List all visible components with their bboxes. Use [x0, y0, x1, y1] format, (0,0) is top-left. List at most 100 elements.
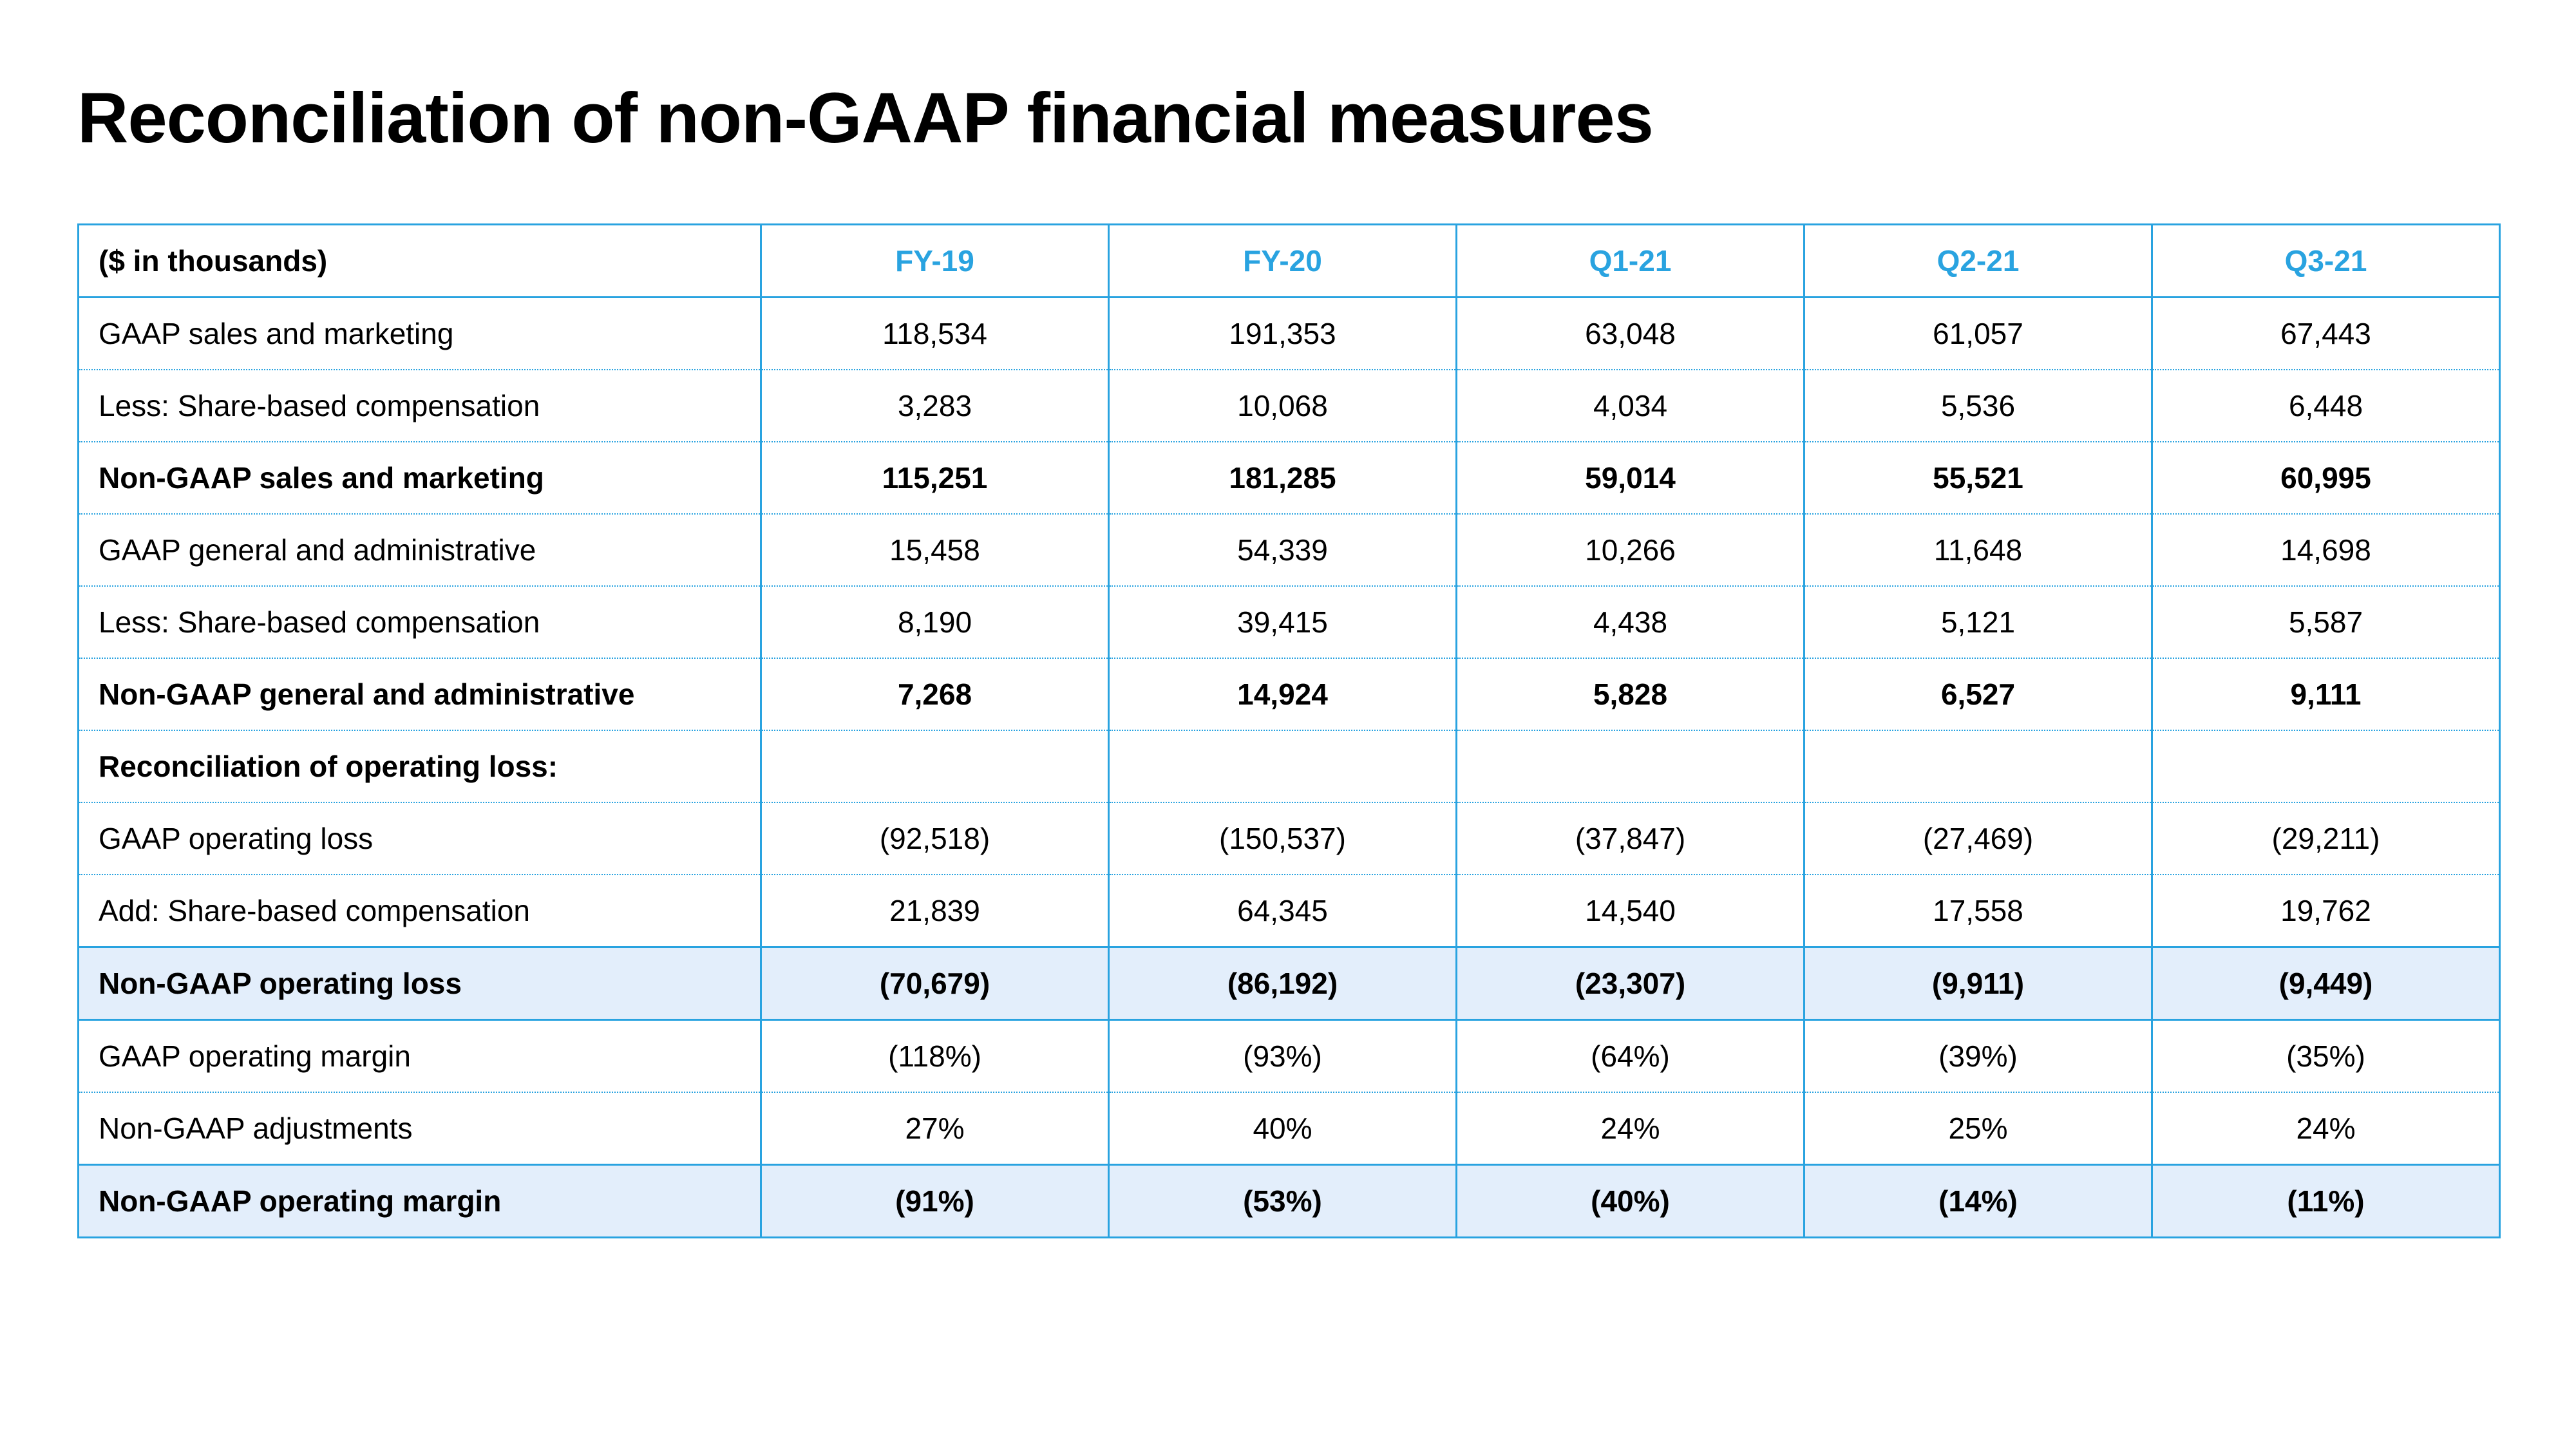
row-label: GAAP operating margin [79, 1020, 761, 1093]
table-row: Non-GAAP operating loss(70,679)(86,192)(… [79, 947, 2500, 1020]
cell: 25% [1804, 1092, 2152, 1165]
cell: (37,847) [1457, 802, 1804, 875]
row-label: Non-GAAP sales and marketing [79, 442, 761, 514]
cell: 3,283 [761, 370, 1109, 442]
col-header: FY-19 [761, 225, 1109, 298]
cell: 115,251 [761, 442, 1109, 514]
cell [1457, 730, 1804, 802]
cell: 67,443 [2152, 298, 2500, 370]
col-header: Q2-21 [1804, 225, 2152, 298]
page-title: Reconciliation of non-GAAP financial mea… [77, 77, 2499, 159]
cell: 21,839 [761, 875, 1109, 947]
cell [761, 730, 1109, 802]
row-label: GAAP general and administrative [79, 514, 761, 586]
row-label: Less: Share-based compensation [79, 370, 761, 442]
cell: (53%) [1109, 1165, 1457, 1238]
cell: 8,190 [761, 586, 1109, 658]
cell: 17,558 [1804, 875, 2152, 947]
table-row: Add: Share-based compensation21,83964,34… [79, 875, 2500, 947]
cell: 15,458 [761, 514, 1109, 586]
cell: (93%) [1109, 1020, 1457, 1093]
cell: 11,648 [1804, 514, 2152, 586]
cell: (92,518) [761, 802, 1109, 875]
col-header: FY-20 [1109, 225, 1457, 298]
cell: (35%) [2152, 1020, 2500, 1093]
cell: 54,339 [1109, 514, 1457, 586]
table-row: Reconciliation of operating loss: [79, 730, 2500, 802]
cell: 40% [1109, 1092, 1457, 1165]
table-body: GAAP sales and marketing118,534191,35363… [79, 298, 2500, 1238]
table-row: Less: Share-based compensation3,28310,06… [79, 370, 2500, 442]
cell [2152, 730, 2500, 802]
cell: (9,911) [1804, 947, 2152, 1020]
table-row: GAAP sales and marketing118,534191,35363… [79, 298, 2500, 370]
cell: (118%) [761, 1020, 1109, 1093]
table-row: Less: Share-based compensation8,19039,41… [79, 586, 2500, 658]
table-corner-label: ($ in thousands) [79, 225, 761, 298]
cell: (150,537) [1109, 802, 1457, 875]
row-label: Non-GAAP adjustments [79, 1092, 761, 1165]
cell: (91%) [761, 1165, 1109, 1238]
cell: 14,924 [1109, 658, 1457, 730]
col-header: Q1-21 [1457, 225, 1804, 298]
table-row: GAAP operating loss(92,518)(150,537)(37,… [79, 802, 2500, 875]
cell: 181,285 [1109, 442, 1457, 514]
row-label: Non-GAAP operating loss [79, 947, 761, 1020]
cell: (11%) [2152, 1165, 2500, 1238]
cell: 14,698 [2152, 514, 2500, 586]
cell: (27,469) [1804, 802, 2152, 875]
cell: (64%) [1457, 1020, 1804, 1093]
cell: 6,527 [1804, 658, 2152, 730]
cell: 5,121 [1804, 586, 2152, 658]
row-label: GAAP sales and marketing [79, 298, 761, 370]
cell: 7,268 [761, 658, 1109, 730]
row-label: Less: Share-based compensation [79, 586, 761, 658]
cell: 24% [2152, 1092, 2500, 1165]
cell: 64,345 [1109, 875, 1457, 947]
reconciliation-table: ($ in thousands) FY-19 FY-20 Q1-21 Q2-21… [77, 223, 2501, 1238]
cell: 118,534 [761, 298, 1109, 370]
cell: (23,307) [1457, 947, 1804, 1020]
cell: 24% [1457, 1092, 1804, 1165]
table-row: Non-GAAP adjustments27%40%24%25%24% [79, 1092, 2500, 1165]
table-row: GAAP operating margin(118%)(93%)(64%)(39… [79, 1020, 2500, 1093]
cell: (9,449) [2152, 947, 2500, 1020]
cell: (14%) [1804, 1165, 2152, 1238]
cell: 10,068 [1109, 370, 1457, 442]
row-label: Non-GAAP general and administrative [79, 658, 761, 730]
table-header-row: ($ in thousands) FY-19 FY-20 Q1-21 Q2-21… [79, 225, 2500, 298]
cell: 5,587 [2152, 586, 2500, 658]
cell [1804, 730, 2152, 802]
cell: (29,211) [2152, 802, 2500, 875]
row-label: GAAP operating loss [79, 802, 761, 875]
cell: 6,448 [2152, 370, 2500, 442]
slide: Reconciliation of non-GAAP financial mea… [0, 0, 2576, 1449]
table-row: Non-GAAP sales and marketing115,251181,2… [79, 442, 2500, 514]
table-row: GAAP general and administrative15,45854,… [79, 514, 2500, 586]
cell: 10,266 [1457, 514, 1804, 586]
cell: (70,679) [761, 947, 1109, 1020]
cell: 39,415 [1109, 586, 1457, 658]
table-row: Non-GAAP general and administrative7,268… [79, 658, 2500, 730]
cell: 55,521 [1804, 442, 2152, 514]
cell: 59,014 [1457, 442, 1804, 514]
col-header: Q3-21 [2152, 225, 2500, 298]
cell [1109, 730, 1457, 802]
cell: 60,995 [2152, 442, 2500, 514]
cell: (39%) [1804, 1020, 2152, 1093]
row-label: Add: Share-based compensation [79, 875, 761, 947]
cell: 19,762 [2152, 875, 2500, 947]
cell: 5,536 [1804, 370, 2152, 442]
table-row: Non-GAAP operating margin(91%)(53%)(40%)… [79, 1165, 2500, 1238]
cell: 61,057 [1804, 298, 2152, 370]
cell: (40%) [1457, 1165, 1804, 1238]
cell: 14,540 [1457, 875, 1804, 947]
cell: 4,034 [1457, 370, 1804, 442]
cell: (86,192) [1109, 947, 1457, 1020]
cell: 5,828 [1457, 658, 1804, 730]
cell: 63,048 [1457, 298, 1804, 370]
row-label: Non-GAAP operating margin [79, 1165, 761, 1238]
cell: 27% [761, 1092, 1109, 1165]
cell: 9,111 [2152, 658, 2500, 730]
cell: 191,353 [1109, 298, 1457, 370]
